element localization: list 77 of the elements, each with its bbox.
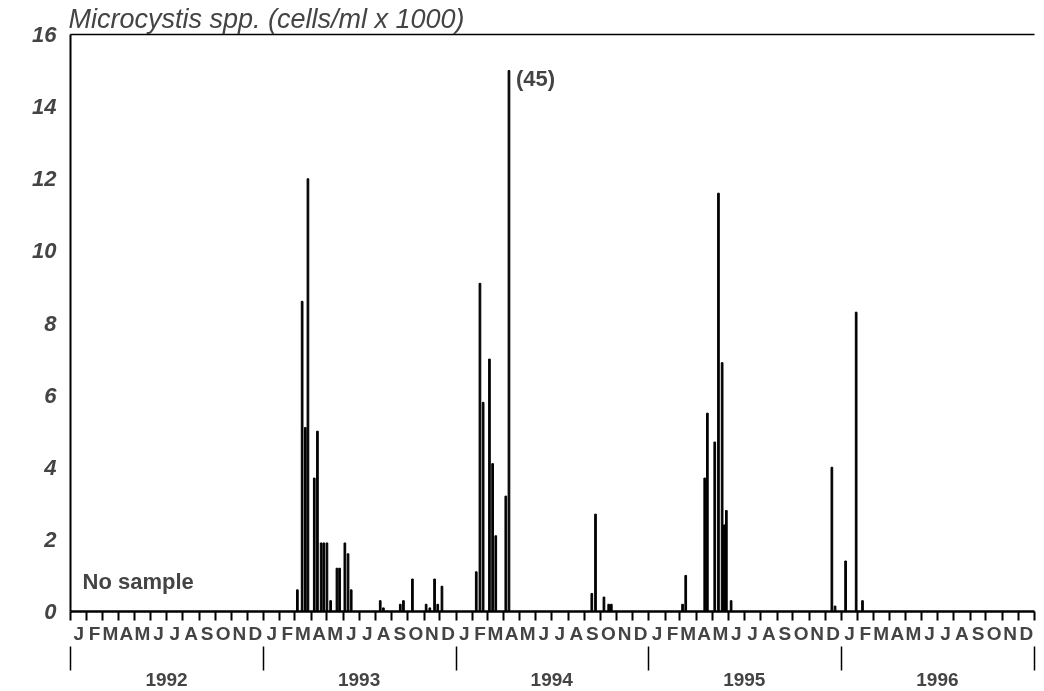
text: M <box>712 622 729 644</box>
text: J <box>266 622 278 644</box>
text: S <box>393 622 407 644</box>
text: J <box>731 622 742 644</box>
text: A <box>697 622 712 644</box>
text: J <box>73 622 84 644</box>
text: D <box>1019 622 1034 644</box>
x-tick-label: 1993 <box>337 668 381 690</box>
y-tick-label: 2 <box>43 526 58 552</box>
text: F <box>281 622 294 644</box>
text: M <box>295 622 311 644</box>
text: J <box>844 622 855 644</box>
text: N <box>810 622 824 644</box>
y-tick-label: 8 <box>44 310 58 336</box>
x-tick-label: 1996 <box>916 668 959 690</box>
text: M <box>134 622 151 644</box>
text: D <box>633 622 648 644</box>
text: J <box>651 622 663 644</box>
text: O <box>601 622 616 644</box>
x-tick-label: 1992 <box>145 668 188 690</box>
text: O <box>215 622 231 644</box>
text: M <box>905 622 922 644</box>
text: J <box>345 622 357 644</box>
text: F <box>859 622 872 644</box>
text: M <box>327 622 344 644</box>
y-tick-label: 10 <box>32 238 58 264</box>
text: A <box>312 622 327 644</box>
y-tick-label: 4 <box>43 454 57 480</box>
annotation: (45) <box>515 65 556 91</box>
text: S <box>586 622 599 644</box>
text: A <box>761 622 776 644</box>
text: J <box>747 622 758 644</box>
text: A <box>569 622 584 644</box>
text: A <box>504 622 519 644</box>
text: M <box>102 622 119 644</box>
text: O <box>793 622 809 644</box>
text: D <box>826 622 841 644</box>
text: F <box>474 622 486 644</box>
text: D <box>248 622 263 644</box>
x-tick-label: 1995 <box>723 668 766 690</box>
text: M <box>487 622 504 644</box>
text: S <box>778 622 792 644</box>
text: S <box>200 622 214 644</box>
text: J <box>362 622 373 644</box>
text: A <box>376 622 391 644</box>
text: A <box>119 622 134 644</box>
text: J <box>554 622 566 644</box>
annotation: No sample <box>82 568 194 594</box>
text: M <box>873 622 890 644</box>
text: A <box>955 622 970 644</box>
text: A <box>184 622 199 644</box>
y-tick-label: 6 <box>44 382 58 408</box>
text: O <box>408 622 424 644</box>
y-tick-label: 0 <box>44 599 58 624</box>
text: S <box>971 622 985 644</box>
text: N <box>425 622 439 644</box>
text: J <box>940 622 951 644</box>
text: J <box>459 622 470 644</box>
y-tick-label: 12 <box>32 166 58 192</box>
text: F <box>88 622 101 644</box>
text: N <box>617 622 632 644</box>
text: D <box>441 622 455 644</box>
text: A <box>890 622 905 644</box>
text: J <box>169 622 180 644</box>
text: N <box>1003 622 1018 644</box>
text: O <box>986 622 1002 644</box>
text: M <box>519 622 536 644</box>
chart-title: Microcystis spp. (cells/ml x 1000) <box>68 3 465 34</box>
y-tick-label: 16 <box>32 22 58 47</box>
text: J <box>924 622 935 644</box>
text: M <box>680 622 697 644</box>
x-tick-label: 1994 <box>530 668 574 690</box>
text: J <box>538 622 550 644</box>
y-tick-label: 14 <box>32 94 57 120</box>
text: F <box>666 622 679 644</box>
text: J <box>153 622 164 644</box>
text: N <box>232 622 247 644</box>
